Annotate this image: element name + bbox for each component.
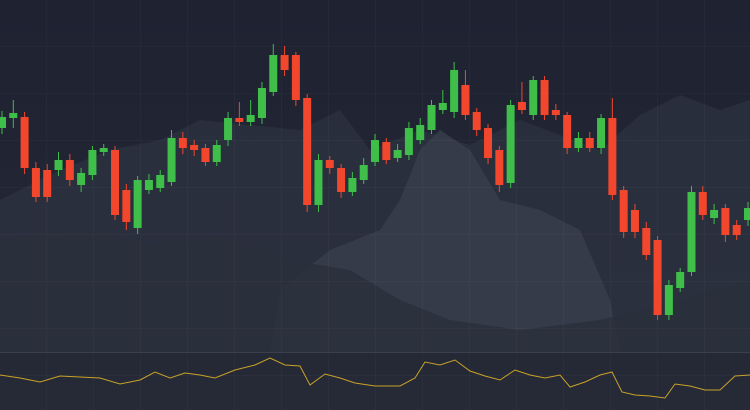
candle-body [144, 180, 153, 190]
candle-body [450, 70, 459, 112]
candle-body [506, 105, 515, 183]
candle-body [31, 168, 40, 197]
candle-body [427, 105, 436, 130]
candle-body [608, 118, 617, 195]
candle-body [269, 55, 278, 92]
candle-body [744, 208, 750, 220]
candle-body [642, 228, 651, 255]
candle-body [314, 160, 323, 205]
candle-body [0, 117, 6, 128]
candle-body [348, 178, 357, 192]
candle-body [257, 88, 266, 118]
candle-body [597, 118, 606, 148]
candle-body [484, 128, 493, 158]
candle-body [325, 160, 334, 168]
candle-body [88, 150, 97, 175]
candle-body [664, 285, 673, 315]
candle-body [54, 160, 63, 170]
oscillator-line [0, 357, 750, 399]
candle-body [732, 225, 741, 235]
candle-body [495, 150, 504, 185]
candle-body [698, 192, 707, 215]
candle-body [178, 138, 187, 148]
candle-body [438, 103, 447, 110]
candle-body [224, 118, 233, 140]
candle-body [529, 80, 538, 115]
plot [0, 44, 750, 399]
candle-body [540, 80, 549, 115]
candle-body [359, 165, 368, 180]
candle-body [619, 190, 628, 232]
candle-body [280, 55, 289, 70]
candle-body [212, 145, 221, 162]
candle-body [371, 140, 379, 162]
candle-body [65, 160, 74, 180]
candle-body [246, 115, 255, 122]
candle-body [303, 98, 312, 205]
candle-body [574, 138, 583, 148]
candle-body [585, 138, 594, 148]
candle-body [337, 168, 346, 192]
candle-body [393, 150, 402, 158]
candle-body [416, 125, 425, 140]
candle-body [291, 55, 300, 100]
candle-body [472, 112, 481, 130]
candle-body [20, 117, 29, 168]
candle-body [9, 113, 18, 118]
candle-body [111, 150, 120, 215]
candle-body [382, 142, 391, 160]
candle-body [167, 138, 176, 182]
candle-body [43, 170, 52, 197]
candle-body [653, 240, 662, 315]
candle-body [551, 110, 560, 115]
candle-body [190, 145, 199, 150]
candle-body [201, 148, 210, 162]
candle-body [77, 173, 86, 185]
candle-body [156, 175, 165, 188]
candle-body [721, 208, 730, 235]
candle-body [630, 210, 639, 232]
candle-body [710, 210, 719, 218]
candle-body [404, 128, 413, 155]
candle-body [235, 118, 244, 122]
candle-body [517, 102, 526, 110]
candle-body [122, 190, 131, 222]
candle-body [687, 192, 696, 272]
candle-body [563, 115, 572, 148]
candle-body [133, 180, 142, 228]
candle-body [461, 85, 470, 115]
candle-body [99, 148, 108, 152]
candle-body [676, 272, 685, 288]
